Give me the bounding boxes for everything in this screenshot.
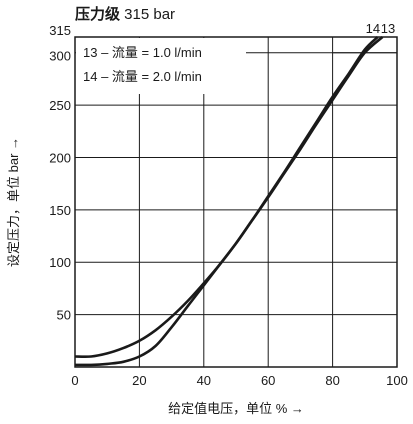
y-tick-label: 250	[49, 98, 71, 113]
y-tick-label: 200	[49, 150, 71, 165]
legend-box	[76, 38, 246, 94]
x-axis-label: 给定值电压，单位 % →	[168, 401, 304, 416]
x-tick-label: 40	[197, 373, 211, 388]
y-tick-label: 315	[49, 23, 71, 38]
plot-frame	[74, 36, 398, 368]
title-rating: 315 bar	[120, 6, 176, 23]
x-tick-labels: 0 20 40 60 80 100	[71, 373, 407, 388]
x-tick-label: 0	[71, 373, 78, 388]
curve-label-13: 13	[381, 21, 395, 36]
y-tick-labels: 50 100 150 200 250 300 315	[49, 23, 71, 323]
legend-entry: 14 – 流量 = 2.0 l/min	[83, 69, 202, 84]
curve-labels: 14 13	[366, 21, 396, 36]
x-tick-label: 80	[325, 373, 339, 388]
chart-title: 压力级 315 bar	[75, 3, 175, 24]
series-line-14	[74, 36, 379, 359]
x-tick-label: 60	[261, 373, 275, 388]
y-tick-label: 100	[49, 255, 71, 270]
legend-entry: 13 – 流量 = 1.0 l/min	[83, 45, 202, 60]
y-tick-label: 50	[57, 308, 71, 323]
y-tick-label: 300	[49, 49, 71, 64]
series-lines	[74, 36, 384, 367]
y-axis-label: 设定压力，单位 bar →	[6, 137, 21, 267]
curve-label-14: 14	[366, 21, 380, 36]
y-tick-label: 150	[49, 203, 71, 218]
x-tick-label: 100	[386, 373, 408, 388]
title-pressure-level: 压力级	[75, 6, 121, 23]
legend: 13 – 流量 = 1.0 l/min 14 – 流量 = 2.0 l/min	[76, 38, 246, 94]
x-tick-label: 20	[132, 373, 146, 388]
